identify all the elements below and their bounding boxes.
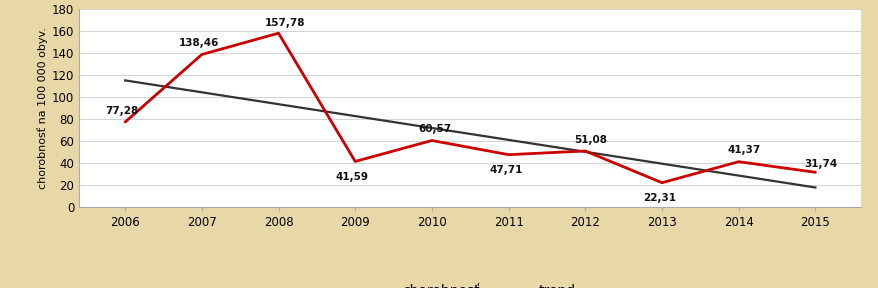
Text: 77,28: 77,28 <box>105 106 139 116</box>
Text: 41,59: 41,59 <box>335 171 369 181</box>
Text: 157,78: 157,78 <box>265 18 306 28</box>
Text: 41,37: 41,37 <box>727 145 760 155</box>
Y-axis label: chorobnosť na 100 000 obyv.: chorobnosť na 100 000 obyv. <box>37 27 47 189</box>
Text: 31,74: 31,74 <box>803 159 837 169</box>
Text: 51,08: 51,08 <box>573 134 607 145</box>
Text: 22,31: 22,31 <box>642 193 675 203</box>
Text: 47,71: 47,71 <box>488 165 522 175</box>
Legend: chorobnosť, trend: chorobnosť, trend <box>359 278 580 288</box>
Text: 60,57: 60,57 <box>418 124 450 134</box>
Text: 138,46: 138,46 <box>178 38 219 48</box>
